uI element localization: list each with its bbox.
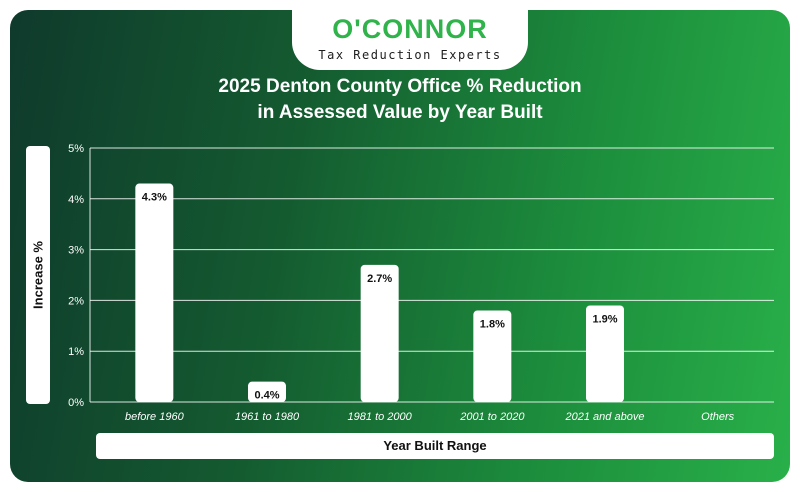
y-tick-label: 2% [68, 295, 84, 307]
x-tick-label: 1981 to 2000 [348, 411, 413, 423]
logo-name: O'CONNOR [332, 14, 488, 44]
x-tick-label: 1961 to 1980 [235, 411, 300, 423]
x-tick-label: 2021 and above [565, 411, 645, 423]
data-label: 0.4% [254, 390, 279, 402]
x-axis-label: Year Built Range [96, 433, 774, 459]
y-tick-label: 1% [68, 346, 84, 358]
data-label: 1.8% [480, 319, 505, 331]
logo-tagline: Tax Reduction Experts [318, 48, 502, 62]
y-tick-label: 0% [68, 397, 84, 409]
data-label: 1.9% [592, 313, 617, 325]
chart-title: 2025 Denton County Office % Reduction in… [10, 74, 790, 126]
bar [248, 381, 286, 402]
y-axis-label-box [26, 146, 50, 404]
bar [360, 264, 399, 402]
x-tick-label: Others [701, 411, 735, 423]
chart-card: O'CONNOR Tax Reduction Experts 2025 Dent… [10, 10, 790, 482]
y-tick-label: 3% [68, 245, 84, 257]
bar [586, 305, 624, 402]
chart-title-line-2: in Assessed Value by Year Built [257, 102, 543, 123]
bar-chart: 0% 1% 2% 3% 4% 5% 4.3% before 1960 0.4% 1961 to 1… [68, 143, 774, 423]
logo: O'CONNOR Tax Reduction Experts [292, 10, 528, 70]
bar [473, 310, 512, 402]
x-tick-label: before 1960 [125, 411, 185, 423]
data-label: 4.3% [142, 192, 167, 204]
y-tick-label: 4% [68, 194, 84, 206]
bar [135, 183, 174, 402]
data-label: 2.7% [367, 273, 392, 285]
chart-title-line-1: 2025 Denton County Office % Reduction [218, 76, 582, 97]
x-tick-label: 2001 to 2020 [459, 411, 525, 423]
y-tick-label: 5% [68, 143, 84, 155]
